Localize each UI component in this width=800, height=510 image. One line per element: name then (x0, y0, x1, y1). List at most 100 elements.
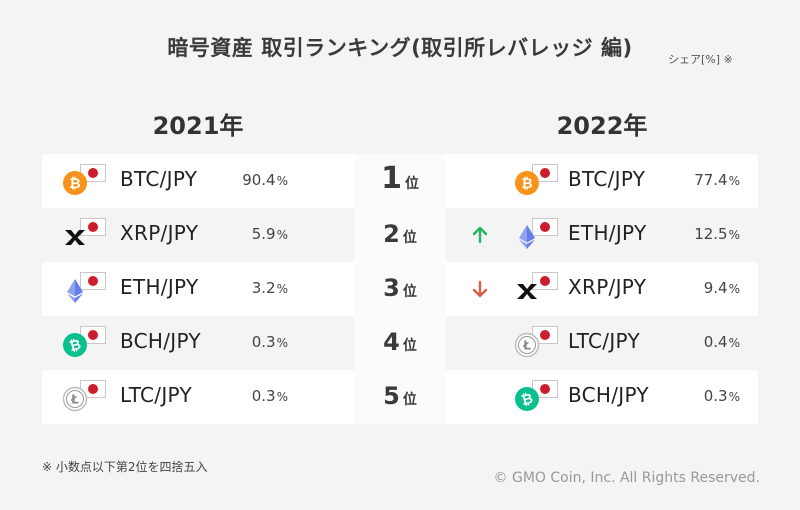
ranking-table-2022: ₿ BTC/JPY 77.4% ETH/JPY 12.5% XRP/JPY 9.4% Ł… (446, 154, 758, 424)
rank-number: 1 (381, 161, 402, 196)
svg-text:Ł: Ł (522, 339, 531, 353)
ltc-icon: Ł (514, 332, 540, 358)
eth-icon (67, 279, 83, 303)
share-value: 9.4% (660, 279, 740, 297)
share-percent-sign: % (276, 174, 288, 188)
pair-label: BTC/JPY (568, 167, 646, 191)
footnote: ※ 小数点以下第2位を四捨五入 (42, 460, 208, 474)
share-percent-sign: % (276, 336, 288, 350)
share-value: 90.4% (208, 171, 288, 189)
bch-icon: ₿ (63, 333, 87, 357)
share-number: 0.3 (703, 387, 728, 405)
year-label-2022: 2022年 (556, 112, 648, 140)
japan-flag-icon (532, 218, 558, 236)
table-row: ₿ BCH/JPY 0.3% (42, 316, 354, 370)
coin-flag-icon-group (514, 272, 560, 306)
japan-flag-icon (532, 164, 558, 182)
table-row: Ł LTC/JPY 0.4% (446, 316, 758, 370)
share-number: 90.4 (242, 171, 276, 189)
svg-text:₿: ₿ (520, 391, 535, 409)
rank-up-arrow-icon (472, 226, 488, 244)
share-percent-sign: % (728, 228, 740, 242)
pair-label: BCH/JPY (568, 383, 649, 407)
share-value: 77.4% (660, 171, 740, 189)
table-row: XRP/JPY 5.9% (42, 208, 354, 262)
pair-label: XRP/JPY (120, 221, 199, 245)
share-number: 5.9 (251, 225, 276, 243)
copyright: © GMO Coin, Inc. All Rights Reserved. (493, 470, 760, 486)
pair-label: LTC/JPY (120, 383, 192, 407)
table-row: XRP/JPY 9.4% (446, 262, 758, 316)
chart-title: 暗号資産 取引ランキング(取引所レバレッジ 編) (167, 36, 633, 60)
share-number: 12.5 (694, 225, 728, 243)
pair-label: LTC/JPY (568, 329, 640, 353)
eth-icon (519, 225, 535, 249)
rank-suffix: 位 (402, 338, 417, 354)
ranking-table-2021: ₿ BTC/JPY 90.4% XRP/JPY 5.9% ETH/JPY 3.2% ₿ B… (42, 154, 354, 424)
pair-label: ETH/JPY (568, 221, 647, 245)
svg-text:₿: ₿ (521, 176, 532, 192)
share-percent-sign: % (276, 228, 288, 242)
rank-number: 3 (383, 274, 400, 302)
share-value: 0.3% (208, 387, 288, 405)
share-percent-sign: % (728, 390, 740, 404)
table-row: ETH/JPY 12.5% (446, 208, 758, 262)
xrp-icon (65, 230, 85, 245)
svg-text:₿: ₿ (68, 337, 83, 355)
share-value: 0.3% (660, 387, 740, 405)
share-number: 3.2 (251, 279, 276, 297)
svg-text:₿: ₿ (69, 176, 80, 192)
coin-flag-icon-group: ₿ (62, 164, 108, 198)
japan-flag-icon (80, 272, 106, 290)
share-value: 3.2% (208, 279, 288, 297)
table-row: ₿ BTC/JPY 90.4% (42, 154, 354, 208)
japan-flag-icon (532, 272, 558, 290)
share-percent-sign: % (276, 282, 288, 296)
share-percent-sign: % (728, 336, 740, 350)
coin-flag-icon-group (62, 272, 108, 306)
rank-column (354, 154, 446, 424)
share-percent-sign: % (728, 282, 740, 296)
share-percent-sign: % (276, 390, 288, 404)
coin-flag-icon-group: ₿ (514, 164, 560, 198)
btc-icon: ₿ (515, 171, 539, 195)
table-row: Ł LTC/JPY 0.3% (42, 370, 354, 424)
xrp-icon (517, 284, 537, 299)
rank-number: 2 (383, 220, 400, 248)
share-number: 0.4 (703, 333, 728, 351)
share-value: 0.4% (660, 333, 740, 351)
coin-flag-icon-group: ₿ (514, 380, 560, 414)
table-row: ₿ BCH/JPY 0.3% (446, 370, 758, 424)
share-number: 0.3 (251, 333, 276, 351)
share-value: 12.5% (660, 225, 740, 243)
pair-label: BTC/JPY (120, 167, 198, 191)
japan-flag-icon (532, 380, 558, 398)
rank-suffix: 位 (402, 284, 417, 300)
rank-suffix: 位 (404, 176, 419, 192)
table-row: ₿ BTC/JPY 77.4% (446, 154, 758, 208)
year-label-2021: 2021年 (152, 112, 244, 140)
share-number: 0.3 (251, 387, 276, 405)
share-value: 5.9% (208, 225, 288, 243)
coin-flag-icon-group (514, 218, 560, 252)
rank-number: 4 (383, 328, 400, 356)
ltc-icon: Ł (62, 386, 88, 412)
coin-flag-icon-group (62, 218, 108, 252)
coin-flag-icon-group: Ł (62, 380, 108, 414)
rank-suffix: 位 (402, 392, 417, 408)
pair-label: XRP/JPY (568, 275, 647, 299)
share-number: 77.4 (694, 171, 728, 189)
coin-flag-icon-group: ₿ (62, 326, 108, 360)
svg-text:Ł: Ł (70, 393, 79, 407)
rank-down-arrow-icon (472, 280, 488, 298)
rank-suffix: 位 (402, 230, 417, 246)
share-number: 9.4 (703, 279, 728, 297)
coin-flag-icon-group: Ł (514, 326, 560, 360)
bch-icon: ₿ (515, 387, 539, 411)
rank-number: 5 (383, 382, 400, 410)
